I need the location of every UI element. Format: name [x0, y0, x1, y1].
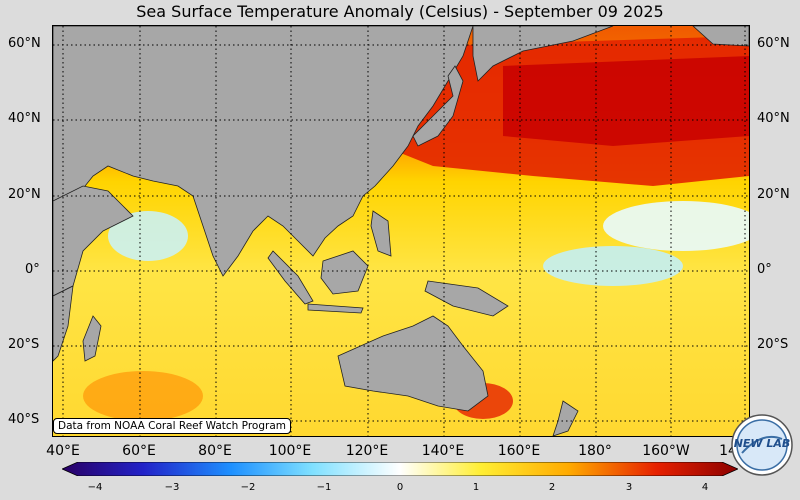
- north-pacific-hot-anomaly: [503, 56, 749, 146]
- russia-far-east: [472, 26, 614, 82]
- lon-label-80e: 80°E: [198, 443, 232, 459]
- lon-label-180: 180°: [578, 443, 612, 459]
- lat-label-60n-left: 60°N: [8, 36, 41, 51]
- lat-label-20s-left: 20°S: [8, 337, 40, 352]
- colorbar-tick-1: 1: [472, 482, 480, 493]
- sst-anomaly-map: [52, 25, 750, 437]
- borneo-island: [320, 250, 369, 295]
- colorbar-tick-4: 4: [701, 482, 709, 493]
- java-island: [307, 303, 364, 314]
- map-title: Sea Surface Temperature Anomaly (Celsius…: [136, 2, 664, 21]
- colorbar-tick-neg4: −4: [87, 482, 103, 493]
- madagascar-island: [82, 315, 102, 362]
- colorbar-tick-0: 0: [396, 482, 404, 493]
- new-guinea-island: [424, 280, 509, 317]
- lat-label-40s-left: 40°S: [8, 412, 40, 427]
- lon-label-60e: 60°E: [122, 443, 156, 459]
- colorbar-tick-neg2: −2: [240, 482, 256, 493]
- map-canvas: [53, 26, 749, 436]
- australia-landmass: [337, 315, 489, 412]
- graticule: [53, 26, 749, 436]
- logo-text: NEW LAB: [734, 437, 791, 450]
- cool-anomaly-arabian-sea: [108, 211, 188, 261]
- colorbar-gradient: [62, 462, 738, 476]
- colorbar-tick-2: 2: [548, 482, 556, 493]
- data-source-note: Data from NOAA Coral Reef Watch Program: [53, 418, 291, 434]
- philippines-islands: [370, 210, 392, 257]
- lat-label-40n-left: 40°N: [8, 111, 41, 126]
- new-zealand-islands: [552, 400, 579, 436]
- colorbar: [62, 462, 738, 476]
- alaska-landmass: [692, 26, 749, 47]
- land-masses: [53, 26, 749, 436]
- lon-label-160e: 160°E: [497, 443, 541, 459]
- japan-islands: [412, 65, 464, 147]
- lat-label-0-right: 0°: [757, 262, 772, 277]
- sumatra-island: [267, 250, 314, 305]
- lon-label-160w: 160°W: [642, 443, 690, 459]
- lon-label-120e: 120°E: [345, 443, 389, 459]
- cool-anomaly-equatorial-pacific: [543, 246, 683, 286]
- colorbar-tick-neg3: −3: [164, 482, 180, 493]
- lon-label-40e: 40°E: [46, 443, 80, 459]
- lat-label-20n-right: 20°N: [757, 187, 790, 202]
- lon-label-140e: 140°E: [421, 443, 465, 459]
- cool-anomaly-central-pacific: [603, 201, 749, 251]
- lon-label-100e: 100°E: [268, 443, 312, 459]
- colorbar-tick-3: 3: [625, 482, 633, 493]
- new-lab-logo: NEW LAB: [731, 414, 793, 476]
- lat-label-0-left: 0°: [25, 262, 40, 277]
- lat-label-20s-right: 20°S: [757, 337, 789, 352]
- lat-label-60n-right: 60°N: [757, 36, 790, 51]
- warm-anomaly-south-indian: [83, 371, 203, 421]
- lat-label-20n-left: 20°N: [8, 187, 41, 202]
- colorbar-tick-neg1: −1: [316, 482, 332, 493]
- asia-landmass: [53, 26, 474, 277]
- lat-label-40n-right: 40°N: [757, 111, 790, 126]
